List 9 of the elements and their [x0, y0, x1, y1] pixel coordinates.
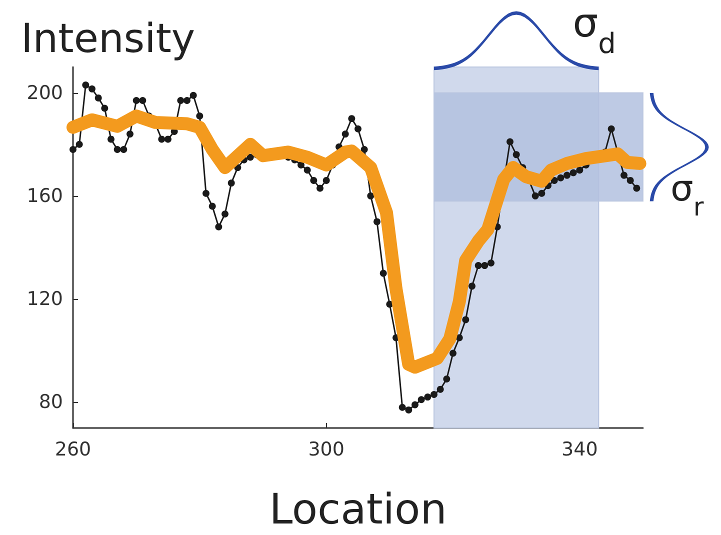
x-tick-label: 300 — [308, 438, 344, 460]
y-tick-label: 200 — [26, 82, 63, 104]
x-axis-title: Location — [269, 484, 447, 534]
x-tick-label: 340 — [562, 438, 598, 460]
y-tick-label: 80 — [38, 391, 63, 414]
y-tick-label: 120 — [26, 288, 63, 310]
y-tick-label: 160 — [26, 184, 63, 207]
y-axis-title: Intensity — [21, 16, 196, 62]
x-tick-label: 260 — [54, 438, 92, 460]
